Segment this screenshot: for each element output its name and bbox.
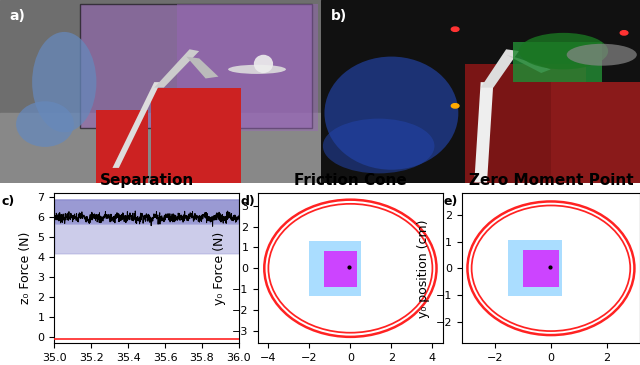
- Bar: [523, 250, 559, 287]
- Bar: [177, 4, 318, 131]
- Title: Friction Cone: Friction Cone: [294, 173, 407, 188]
- Ellipse shape: [323, 119, 435, 173]
- Polygon shape: [113, 82, 161, 168]
- Bar: [309, 241, 361, 296]
- Polygon shape: [481, 49, 519, 88]
- Ellipse shape: [254, 55, 273, 73]
- Ellipse shape: [566, 44, 637, 66]
- Y-axis label: y₀ Force (N): y₀ Force (N): [213, 232, 227, 305]
- Text: e): e): [444, 195, 458, 208]
- Y-axis label: y₀ position (cm): y₀ position (cm): [417, 219, 430, 318]
- Ellipse shape: [324, 57, 458, 170]
- Bar: [0, 113, 321, 182]
- Circle shape: [451, 27, 459, 31]
- Y-axis label: z₀ Force (N): z₀ Force (N): [19, 232, 32, 304]
- Title: Zero Moment Point: Zero Moment Point: [468, 173, 633, 188]
- Bar: [324, 251, 356, 287]
- Text: d): d): [240, 195, 255, 208]
- Text: a): a): [10, 9, 26, 23]
- Title: Separation: Separation: [100, 173, 194, 188]
- Ellipse shape: [519, 33, 608, 69]
- Bar: [513, 42, 602, 82]
- Text: b): b): [331, 9, 347, 23]
- Ellipse shape: [228, 65, 286, 74]
- FancyBboxPatch shape: [81, 4, 312, 128]
- Polygon shape: [506, 55, 551, 73]
- Text: c): c): [1, 195, 15, 208]
- Circle shape: [451, 104, 459, 108]
- Polygon shape: [186, 57, 218, 78]
- Polygon shape: [474, 82, 493, 182]
- Bar: [151, 88, 241, 182]
- Bar: [508, 240, 562, 296]
- Ellipse shape: [32, 32, 97, 132]
- Bar: [465, 64, 586, 182]
- Bar: [97, 110, 148, 182]
- Circle shape: [620, 31, 628, 35]
- Polygon shape: [154, 49, 199, 88]
- Ellipse shape: [16, 101, 74, 147]
- Bar: [551, 82, 640, 182]
